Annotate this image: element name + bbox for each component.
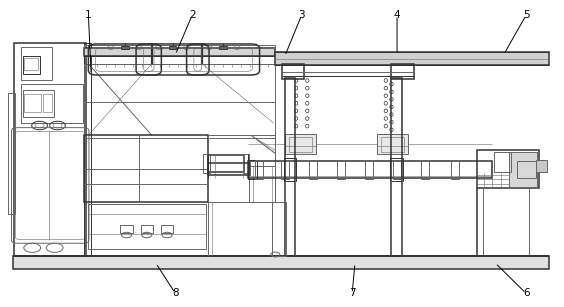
Text: 7: 7 (349, 289, 355, 298)
Bar (289, 137, 312, 152)
Bar (85, 48, 275, 56)
Bar (85, 45, 275, 48)
Bar (517, 161, 536, 178)
Bar (281, 160, 289, 179)
Bar (161, 225, 173, 233)
Bar (120, 225, 133, 233)
Bar (248, 161, 492, 178)
Bar (85, 43, 91, 256)
Bar (169, 46, 177, 49)
Bar (391, 78, 402, 256)
Text: 3: 3 (298, 10, 305, 20)
Bar (208, 163, 250, 175)
Bar (309, 160, 317, 179)
Bar (477, 150, 539, 188)
Bar (255, 160, 263, 179)
Bar (204, 154, 210, 173)
Bar (275, 52, 549, 65)
Bar (85, 64, 275, 138)
Bar (249, 166, 275, 202)
Bar (393, 160, 401, 179)
Bar (208, 135, 275, 202)
Bar (282, 64, 305, 79)
Bar (381, 137, 404, 152)
Text: 5: 5 (523, 10, 530, 20)
Bar (377, 134, 408, 154)
Bar (12, 256, 549, 269)
Bar (272, 202, 287, 256)
Bar (248, 160, 257, 179)
Text: 4: 4 (394, 10, 400, 20)
Bar (121, 46, 129, 49)
Bar (391, 64, 414, 79)
Bar (85, 135, 208, 202)
Bar (536, 160, 547, 172)
Bar (23, 56, 39, 74)
Bar (21, 84, 83, 123)
Bar (390, 158, 403, 181)
Bar (494, 152, 511, 172)
Bar (509, 152, 537, 187)
Bar (284, 158, 296, 181)
Bar (21, 47, 52, 80)
Bar (451, 160, 459, 179)
Bar (14, 43, 86, 256)
Text: 1: 1 (85, 10, 92, 20)
Bar (85, 56, 275, 64)
Bar (8, 93, 15, 214)
Bar (365, 160, 373, 179)
Bar (89, 204, 206, 249)
Bar (285, 78, 295, 256)
Bar (337, 160, 345, 179)
Bar (43, 94, 52, 112)
Text: 6: 6 (523, 289, 530, 298)
Bar (219, 46, 227, 49)
Bar (285, 134, 316, 154)
Bar (23, 90, 54, 117)
Bar (140, 225, 153, 233)
Text: 2: 2 (189, 10, 196, 20)
Bar (243, 154, 249, 173)
Bar (208, 155, 244, 172)
Bar (421, 160, 429, 179)
Bar (24, 58, 38, 70)
Bar (253, 166, 272, 202)
Text: 8: 8 (172, 289, 179, 298)
Bar (24, 94, 41, 112)
